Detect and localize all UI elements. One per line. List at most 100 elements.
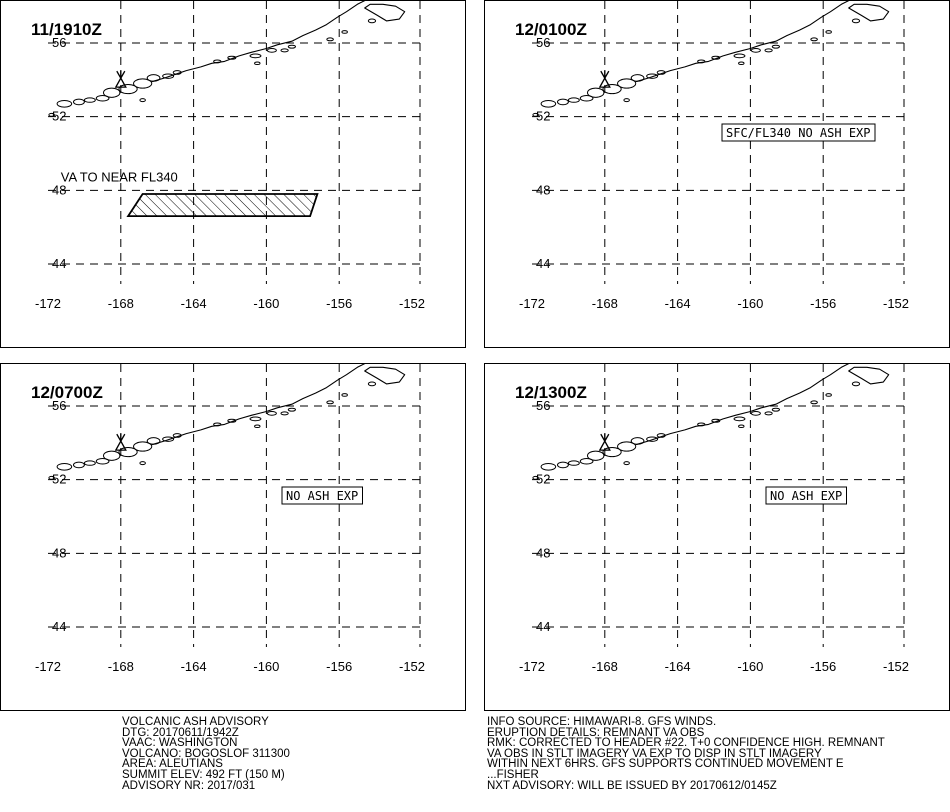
aleutian-island bbox=[540, 462, 557, 471]
alaska-peninsula-coastline bbox=[635, 1, 850, 83]
latitude-tick-label: 44 bbox=[536, 256, 550, 271]
latitude-tick-label: 52 bbox=[52, 109, 66, 124]
aleutian-island bbox=[579, 94, 594, 102]
advisory-line: VAAC: WASHINGTON bbox=[122, 737, 238, 750]
longitude-tick-label: -152 bbox=[399, 659, 425, 674]
kodiak-island bbox=[364, 3, 406, 22]
no-ash-notice-text: NO ASH EXP bbox=[286, 489, 358, 503]
aleutian-island bbox=[254, 61, 261, 66]
aleutian-island bbox=[72, 461, 85, 469]
longitude-tick-label: -168 bbox=[592, 296, 618, 311]
longitude-tick-label: -172 bbox=[35, 296, 61, 311]
advisory-remarks-block: INFO SOURCE: HIMAWARI-8. GFS WINDS. ERUPT… bbox=[487, 716, 885, 791]
advisory-header-block: VOLCANIC ASH ADVISORY DTG: 20170611/1942Z… bbox=[122, 716, 290, 791]
latitude-tick-label: 56 bbox=[52, 35, 66, 50]
aleutian-island bbox=[341, 30, 348, 34]
aleutian-island bbox=[851, 381, 861, 387]
latitude-tick-label: 56 bbox=[536, 35, 550, 50]
aleutian-island bbox=[764, 411, 773, 416]
aleutian-island bbox=[162, 436, 175, 442]
aleutian-island bbox=[871, 358, 878, 362]
aleutian-island bbox=[711, 55, 721, 60]
longitude-tick-label: -156 bbox=[326, 296, 352, 311]
aleutian-island bbox=[133, 441, 153, 452]
longitude-tick-label: -172 bbox=[35, 659, 61, 674]
latitude-tick-label: 48 bbox=[536, 182, 550, 197]
aleutian-island bbox=[810, 37, 818, 42]
aleutian-island bbox=[118, 446, 138, 458]
ash-cloud-polygon bbox=[126, 193, 319, 218]
aleutian-island bbox=[711, 418, 721, 423]
aleutian-island bbox=[617, 441, 637, 452]
aleutian-island bbox=[254, 424, 261, 429]
forecast-panel: SFC/FL340 NO ASH EXP 56 52 48 44 -172 -168 -164… bbox=[484, 0, 950, 348]
no-ash-notice-box bbox=[765, 486, 847, 505]
aleutian-island bbox=[825, 30, 832, 34]
aleutian-island bbox=[103, 87, 121, 98]
longitude-tick-label: -168 bbox=[108, 296, 134, 311]
longitude-tick-label: -172 bbox=[519, 296, 545, 311]
aleutian-island bbox=[771, 44, 781, 49]
aleutian-island bbox=[656, 433, 666, 438]
latitude-tick-label: 48 bbox=[536, 545, 550, 560]
forecast-panel: VA TO NEAR FL340 56 52 48 44 -172 -168 -164 -160… bbox=[0, 0, 466, 348]
panel-frame bbox=[0, 363, 466, 711]
aleutian-island bbox=[341, 393, 348, 397]
kodiak-island bbox=[364, 366, 406, 385]
aleutian-island bbox=[249, 416, 262, 422]
aleutian-island bbox=[579, 457, 594, 465]
aleutian-island bbox=[646, 73, 659, 79]
longitude-tick-label: -172 bbox=[519, 659, 545, 674]
longitude-tick-label: -160 bbox=[253, 659, 279, 674]
latitude-tick-label: 44 bbox=[536, 619, 550, 634]
longitude-tick-label: -156 bbox=[810, 659, 836, 674]
advisory-line: SUMMIT ELEV: 492 FT (150 M) bbox=[122, 768, 285, 781]
aleutian-island bbox=[367, 381, 377, 387]
aleutian-island bbox=[567, 97, 580, 103]
aleutian-island bbox=[162, 73, 175, 79]
aleutian-island bbox=[172, 433, 182, 438]
alaska-peninsula-coastline bbox=[151, 1, 366, 83]
aleutian-island bbox=[326, 37, 334, 42]
longitude-tick-label: -152 bbox=[883, 659, 909, 674]
advisory-line: INFO SOURCE: HIMAWARI-8. GFS WINDS. bbox=[487, 716, 717, 728]
no-ash-notice-box bbox=[721, 123, 876, 142]
kodiak-island bbox=[848, 366, 890, 385]
latitude-tick-label: 48 bbox=[52, 182, 66, 197]
aleutian-island bbox=[387, 358, 394, 362]
aleutian-island bbox=[771, 407, 781, 412]
latitude-tick-label: 52 bbox=[52, 472, 66, 487]
aleutian-island bbox=[733, 53, 746, 59]
aleutian-island bbox=[227, 55, 237, 60]
advisory-line: VA OBS IN STLT IMAGERY VA EXP TO DISP IN… bbox=[487, 747, 822, 760]
aleutian-island bbox=[56, 99, 73, 108]
aleutian-island bbox=[810, 400, 818, 405]
aleutian-island bbox=[249, 53, 262, 59]
no-ash-notice-box bbox=[281, 486, 363, 505]
aleutian-island bbox=[738, 61, 745, 66]
longitude-tick-label: -168 bbox=[108, 659, 134, 674]
aleutian-island bbox=[83, 97, 96, 103]
kodiak-island bbox=[848, 3, 890, 22]
aleutian-island bbox=[48, 112, 55, 117]
longitude-tick-label: -156 bbox=[326, 659, 352, 674]
volcano-icon bbox=[598, 433, 611, 451]
latitude-tick-label: 44 bbox=[52, 619, 66, 634]
advisory-line: RMK: CORRECTED TO HEADER #22. T+0 CONFID… bbox=[487, 737, 885, 750]
no-ash-notice-text: SFC/FL340 NO ASH EXP bbox=[726, 126, 871, 140]
longitude-tick-label: -160 bbox=[253, 296, 279, 311]
no-ash-notice-text: NO ASH EXP bbox=[770, 489, 842, 503]
aleutian-island bbox=[172, 70, 182, 75]
longitude-tick-label: -160 bbox=[737, 659, 763, 674]
aleutian-island bbox=[48, 475, 55, 480]
aleutian-island bbox=[266, 411, 277, 416]
alaska-peninsula-coastline bbox=[151, 364, 366, 446]
aleutian-island bbox=[617, 78, 637, 89]
map-layer bbox=[48, 358, 421, 647]
latitude-tick-label: 44 bbox=[52, 256, 66, 271]
forecast-time-label: 12/1300Z bbox=[515, 383, 587, 402]
aleutian-island bbox=[367, 18, 377, 24]
latitude-tick-label: 56 bbox=[52, 398, 66, 413]
forecast-panel: NO ASH EXP 56 52 48 44 -172 -168 -164 -160 -156 -1… bbox=[484, 358, 950, 711]
